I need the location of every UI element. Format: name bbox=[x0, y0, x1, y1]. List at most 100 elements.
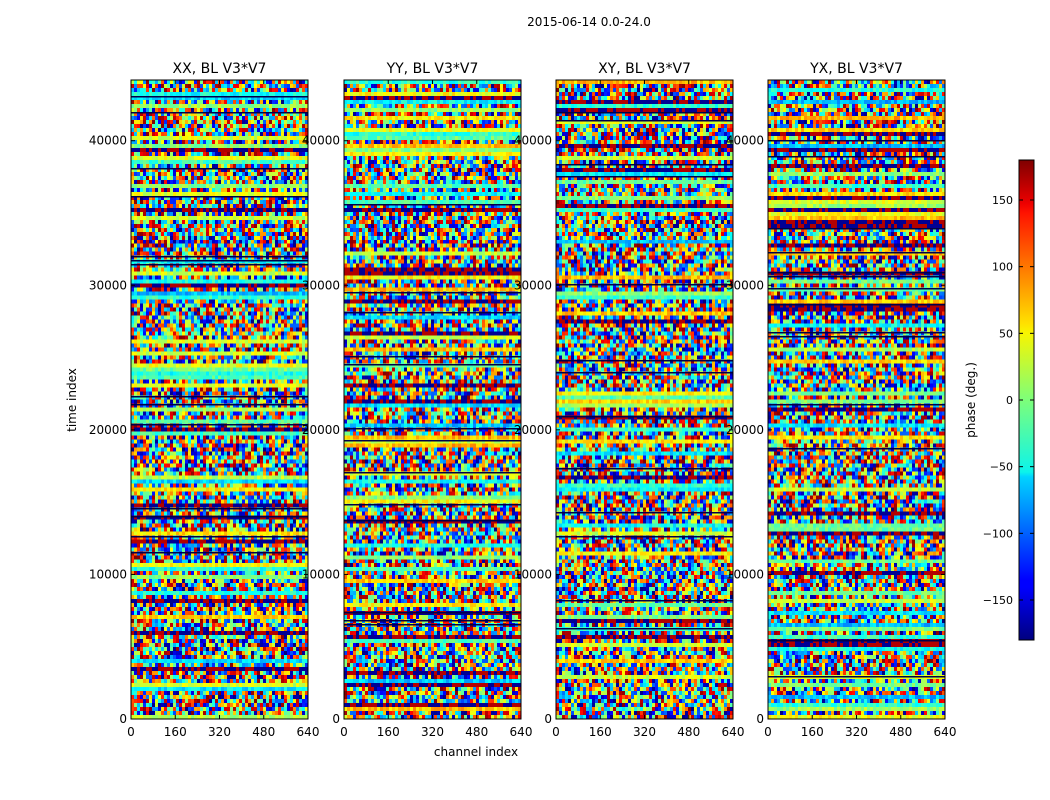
panel-line bbox=[131, 404, 308, 406]
colorbar-tick-label: −100 bbox=[983, 527, 1013, 540]
panel-line bbox=[768, 404, 945, 406]
panel-line bbox=[556, 284, 733, 286]
y-tick-label: 20000 bbox=[89, 423, 127, 437]
colorbar-tick-label: 0 bbox=[1006, 394, 1013, 407]
panel-line bbox=[344, 312, 521, 314]
panel-line bbox=[768, 140, 945, 142]
y-tick-label: 30000 bbox=[726, 278, 764, 292]
panel-line bbox=[131, 168, 308, 170]
panel-line bbox=[768, 156, 945, 158]
y-tick-label: 30000 bbox=[302, 278, 340, 292]
suptitle: 2015-06-14 0.0-24.0 bbox=[527, 15, 651, 29]
x-tick-label: 0 bbox=[552, 725, 560, 739]
y-tick-label: 40000 bbox=[726, 134, 764, 148]
y-tick-label: 40000 bbox=[514, 134, 552, 148]
y-axis-label: time index bbox=[65, 368, 79, 432]
panel-line bbox=[131, 112, 308, 114]
panel-line bbox=[556, 416, 733, 418]
panel-line bbox=[768, 272, 945, 274]
colorbar-ticks: 150 100 50 0 −50 −100 −150 bbox=[983, 194, 1034, 607]
y-tick-label: 0 bbox=[119, 712, 127, 726]
panel-title: YY, BL V3*V7 bbox=[386, 61, 479, 77]
panel-line bbox=[768, 332, 945, 334]
panel-line bbox=[131, 256, 308, 258]
x-axis-label: channel index bbox=[434, 745, 518, 759]
panel-line bbox=[768, 304, 945, 306]
panel-line bbox=[768, 336, 945, 338]
y-tick-label: 20000 bbox=[726, 423, 764, 437]
y-tick-label: 10000 bbox=[514, 567, 552, 581]
panel-3: YX, BL V3*V7 0 160 320 480 640 0 10000 20000 3000… bbox=[726, 61, 957, 739]
panel-line bbox=[131, 424, 308, 426]
y-tick-label: 20000 bbox=[302, 423, 340, 437]
y-tick-label: 40000 bbox=[89, 134, 127, 148]
panel-line bbox=[131, 516, 308, 518]
panel-line bbox=[768, 448, 945, 450]
panel-heatmap bbox=[768, 80, 945, 719]
panel-line bbox=[131, 536, 308, 538]
x-tick-label: 480 bbox=[677, 725, 700, 739]
x-tick-label: 0 bbox=[764, 725, 772, 739]
y-tick-label: 30000 bbox=[89, 278, 127, 292]
colorbar-tick-label: 100 bbox=[992, 261, 1013, 274]
panel-line bbox=[344, 364, 521, 366]
panel-line bbox=[556, 628, 733, 630]
panel-line bbox=[556, 360, 733, 362]
x-tick-label: 160 bbox=[377, 725, 400, 739]
panel-line bbox=[768, 676, 945, 678]
panel-line bbox=[556, 372, 733, 374]
panel-line bbox=[556, 600, 733, 602]
panel-line bbox=[344, 356, 521, 358]
colorbar-tick-label: 50 bbox=[999, 327, 1013, 340]
panel-line bbox=[344, 292, 521, 294]
x-tick-label: 160 bbox=[589, 725, 612, 739]
x-tick-label: 480 bbox=[465, 725, 488, 739]
x-tick-label: 640 bbox=[722, 725, 745, 739]
panel-line bbox=[131, 508, 308, 510]
x-tick-label: 160 bbox=[801, 725, 824, 739]
panel-line bbox=[131, 196, 308, 198]
y-tick-label: 10000 bbox=[302, 567, 340, 581]
x-tick-label: 320 bbox=[845, 725, 868, 739]
panel-line bbox=[131, 396, 308, 398]
panel-line bbox=[344, 612, 521, 614]
panel-title: YX, BL V3*V7 bbox=[809, 61, 903, 77]
x-tick-label: 0 bbox=[340, 725, 348, 739]
y-tick-label: 0 bbox=[756, 712, 764, 726]
x-tick-label: 0 bbox=[127, 725, 135, 739]
colorbar-tick-label: 150 bbox=[992, 194, 1013, 207]
panel-line bbox=[556, 120, 733, 122]
panel-line bbox=[768, 288, 945, 290]
colorbar: phase (deg.) 150 100 50 0 −50 −100 −150 bbox=[964, 159, 1035, 641]
panel-line bbox=[556, 536, 733, 538]
x-tick-label: 640 bbox=[510, 725, 533, 739]
y-tick-label: 0 bbox=[544, 712, 552, 726]
colorbar-tick-label: −50 bbox=[990, 461, 1013, 474]
panel-line bbox=[556, 512, 733, 514]
y-tick-label: 30000 bbox=[514, 278, 552, 292]
x-tick-label: 640 bbox=[934, 725, 957, 739]
y-tick-label: 0 bbox=[332, 712, 340, 726]
panel-heatmap bbox=[344, 80, 521, 719]
panel-line bbox=[131, 260, 308, 262]
panel-line bbox=[344, 504, 521, 506]
panel-title: XY, BL V3*V7 bbox=[598, 61, 691, 77]
x-tick-label: 160 bbox=[164, 725, 187, 739]
panel-heatmap bbox=[131, 80, 308, 719]
colorbar-label: phase (deg.) bbox=[964, 362, 978, 438]
panel-line bbox=[131, 264, 308, 266]
panel-line bbox=[768, 252, 945, 254]
panel-line bbox=[131, 552, 308, 554]
x-tick-label: 320 bbox=[208, 725, 231, 739]
y-tick-label: 20000 bbox=[514, 423, 552, 437]
x-tick-label: 480 bbox=[889, 725, 912, 739]
panel-line bbox=[556, 468, 733, 470]
x-tick-label: 320 bbox=[421, 725, 444, 739]
panel-line bbox=[344, 472, 521, 474]
panel-line bbox=[131, 96, 308, 98]
panels-group: XX, BL V3*V7 0 160 320 480 640 0 10000 20000 3000… bbox=[89, 61, 957, 739]
panel-heatmap bbox=[556, 80, 733, 719]
panel-line bbox=[344, 428, 521, 430]
panel-line bbox=[556, 176, 733, 178]
